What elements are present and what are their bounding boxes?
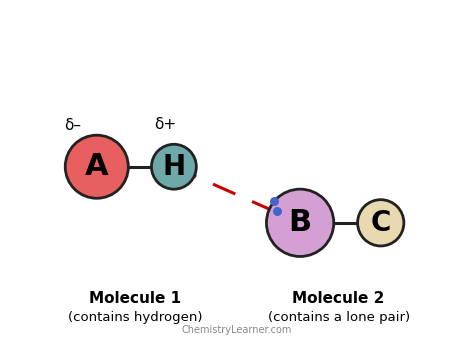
- Point: [270, 198, 278, 204]
- Text: B: B: [289, 208, 312, 237]
- Point: [273, 208, 281, 214]
- Text: Hydrogen Bond: Hydrogen Bond: [105, 16, 369, 45]
- Text: H: H: [162, 153, 185, 181]
- Text: δ+: δ+: [155, 117, 176, 132]
- Circle shape: [152, 144, 196, 189]
- Text: (contains hydrogen): (contains hydrogen): [68, 311, 202, 324]
- Circle shape: [266, 189, 334, 256]
- Text: C: C: [371, 209, 391, 237]
- Text: ChemistryLearner.com: ChemistryLearner.com: [182, 325, 292, 335]
- Circle shape: [357, 200, 404, 246]
- Text: Molecule 2: Molecule 2: [292, 291, 385, 306]
- Circle shape: [65, 135, 128, 198]
- Text: δ–: δ–: [64, 118, 81, 133]
- Text: (contains a lone pair): (contains a lone pair): [268, 311, 410, 324]
- Text: A: A: [85, 152, 109, 181]
- Text: Molecule 1: Molecule 1: [89, 291, 182, 306]
